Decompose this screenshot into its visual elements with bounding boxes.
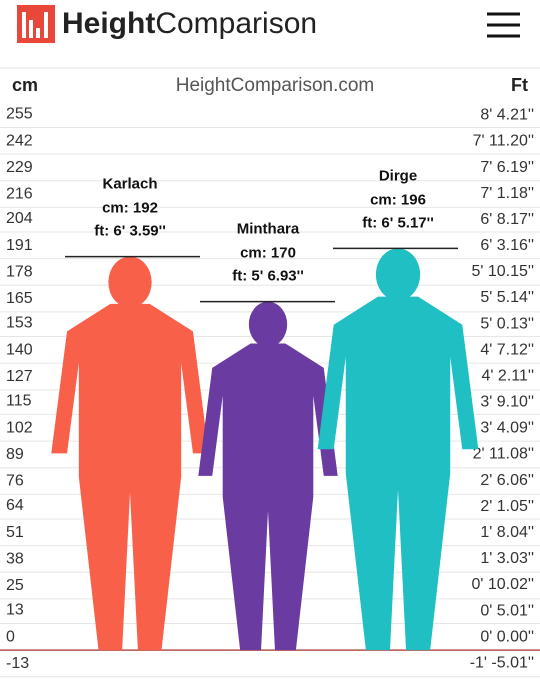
y2-tick-label: 2' 1.05'' <box>480 498 534 515</box>
y-tick-label: 191 <box>6 237 33 254</box>
y2-tick-label: 2' 11.08'' <box>473 446 534 463</box>
person-cm: cm: 170 <box>240 245 296 262</box>
menu-button[interactable] <box>487 12 520 38</box>
left-axis-label: cm <box>12 75 38 95</box>
y-tick-label: 13 <box>6 602 24 619</box>
y2-tick-label: 7' 11.20'' <box>473 133 534 150</box>
y2-tick-label: 5' 5.14'' <box>480 289 534 306</box>
y-tick-label: 76 <box>6 473 24 490</box>
y-tick-label: 102 <box>6 419 33 436</box>
y-tick-label: 89 <box>6 446 24 463</box>
y-tick-label: 242 <box>6 132 33 149</box>
person <box>198 301 338 651</box>
y2-tick-label: 5' 10.15'' <box>471 263 534 280</box>
person-body <box>51 303 209 651</box>
y2-tick-label: 6' 3.16'' <box>480 237 534 254</box>
person-ft: ft: 6' 3.59'' <box>94 223 166 240</box>
logo-rest: Comparison <box>155 7 317 40</box>
logo-bold: Height <box>62 7 155 40</box>
y2-tick-label: 7' 1.18'' <box>480 185 534 202</box>
person-cm: cm: 192 <box>102 200 158 217</box>
y2-tick-label: 1' 3.03'' <box>480 550 534 567</box>
person-name: Dirge <box>379 167 417 184</box>
y2-tick-label: 4' 2.11'' <box>482 367 534 384</box>
y-tick-label: 64 <box>6 497 24 514</box>
y2-tick-label: 3' 9.10'' <box>480 394 534 411</box>
y-tick-label: 51 <box>6 524 24 541</box>
logo-text[interactable]: HeightComparison <box>62 7 317 40</box>
person-ft: ft: 6' 5.17'' <box>362 214 434 231</box>
y-tick-label: -13 <box>6 655 29 672</box>
person-name: Karlach <box>102 176 157 193</box>
person-cm: cm: 196 <box>370 191 426 208</box>
person-head <box>375 248 421 301</box>
y-tick-label: 115 <box>6 393 32 410</box>
right-axis-label: Ft <box>511 75 528 95</box>
person <box>317 248 479 651</box>
y2-tick-label: 0' 5.01'' <box>480 602 534 619</box>
y-tick-label: 178 <box>6 264 33 281</box>
y-tick-label: 204 <box>6 210 33 227</box>
y2-tick-label: 1' 8.04'' <box>480 524 534 541</box>
person <box>51 256 209 651</box>
y2-tick-label: -1' -5.01'' <box>470 654 534 671</box>
logo-bars <box>22 12 48 38</box>
y2-tick-label: 2' 6.06'' <box>480 472 534 489</box>
y-tick-label: 38 <box>6 550 24 567</box>
y-tick-label: 255 <box>6 106 33 123</box>
person-body <box>198 343 338 651</box>
y2-tick-label: 6' 8.17'' <box>480 211 534 228</box>
y2-tick-label: 7' 6.19'' <box>480 159 534 176</box>
y-tick-label: 216 <box>6 186 33 203</box>
y-tick-label: 25 <box>6 577 24 594</box>
y-tick-label: 153 <box>6 315 33 332</box>
chart-title: HeightComparison.com <box>176 75 375 96</box>
y-tick-label: 165 <box>6 290 33 307</box>
person-head <box>248 301 288 347</box>
y2-tick-label: 3' 4.09'' <box>480 420 534 437</box>
y2-tick-label: 0' 10.02'' <box>471 576 534 593</box>
y-tick-label: 0 <box>6 628 15 645</box>
y-tick-label: 127 <box>6 368 33 385</box>
person-ft: ft: 5' 6.93'' <box>232 268 304 285</box>
y2-tick-label: 4' 7.12'' <box>480 341 534 358</box>
y2-tick-label: 0' 0.00'' <box>480 628 534 645</box>
person-body <box>317 296 479 651</box>
y-tick-label: 229 <box>6 159 33 176</box>
y2-tick-label: 5' 0.13'' <box>480 315 534 332</box>
person-name: Minthara <box>237 221 300 238</box>
y2-tick-label: 8' 4.21'' <box>480 107 534 124</box>
y-tick-label: 140 <box>6 341 33 358</box>
person-head <box>108 256 152 308</box>
